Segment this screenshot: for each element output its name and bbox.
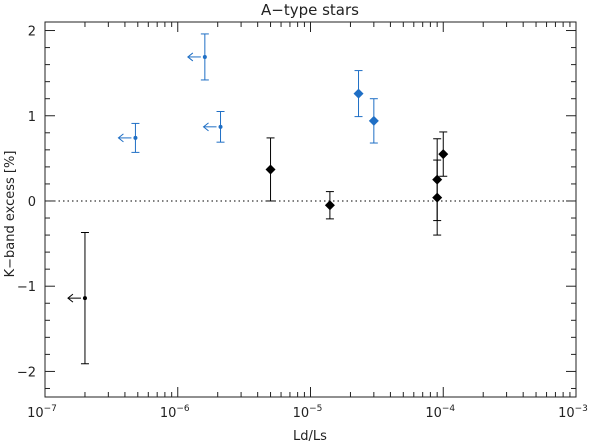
diamond-marker [324, 200, 335, 211]
y-tick-label: −2 [17, 365, 36, 380]
data-point-black [432, 159, 443, 236]
data-point-black [67, 232, 89, 365]
y-tick-label: 2 [28, 25, 36, 40]
data-point-black [265, 137, 276, 202]
x-axis-label: Ld/Ls [293, 429, 327, 444]
dot-marker [82, 296, 87, 301]
plot-area: 10−7 10−6 10−5 10−4 10−3 −2 −1 0 1 2 [17, 21, 588, 421]
diamond-marker [438, 149, 449, 160]
diamond-marker [265, 164, 276, 175]
y-axis-label: K−band excess [%] [3, 151, 18, 278]
dot-marker [218, 124, 223, 129]
diamond-marker [368, 115, 379, 126]
dot-marker [133, 135, 138, 140]
dot-marker [202, 54, 207, 59]
data-point-blue [117, 122, 140, 153]
x-tick-label: 10−3 [558, 404, 588, 421]
plot-frame [44, 21, 577, 398]
y-tick-label: 1 [28, 110, 36, 125]
data-point-blue [187, 33, 209, 81]
data-point-black [438, 131, 449, 177]
upper-limit-arrowhead [117, 133, 124, 143]
y-tick-label: −1 [17, 280, 36, 295]
data-point-blue [368, 98, 379, 144]
data-point-black [324, 191, 335, 220]
x-tick-label: 10−5 [293, 404, 323, 421]
diamond-marker [432, 192, 443, 203]
data-point-blue [353, 70, 364, 118]
y-tick-label: 0 [28, 195, 36, 210]
x-tick-label: 10−4 [425, 404, 455, 421]
upper-limit-arrowhead [202, 122, 209, 132]
chart-title: A−type stars [261, 1, 359, 19]
x-tick-label: 10−7 [27, 404, 57, 421]
diamond-marker [353, 88, 364, 99]
upper-limit-arrowhead [67, 293, 74, 303]
data-point-blue [202, 110, 225, 143]
upper-limit-arrowhead [187, 52, 194, 62]
x-tick-label: 10−6 [160, 404, 190, 421]
